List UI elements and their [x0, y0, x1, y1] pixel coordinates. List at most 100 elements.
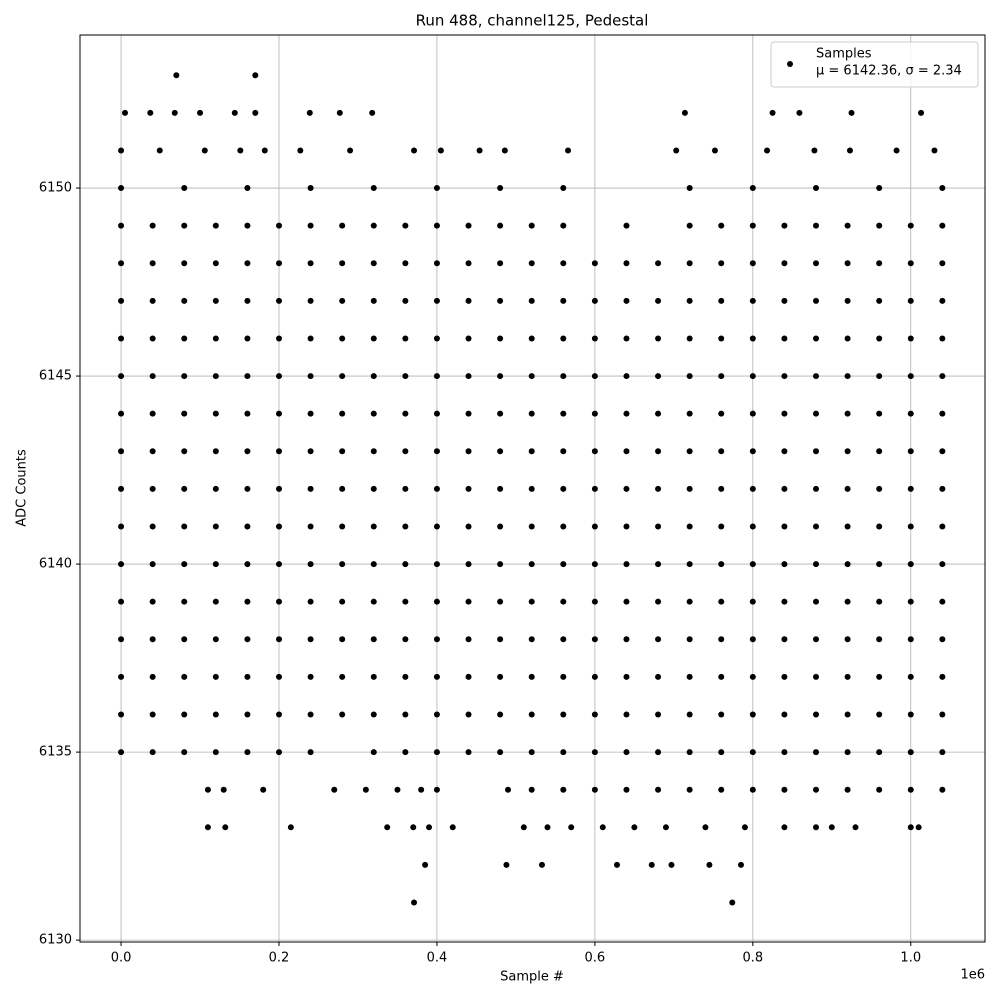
y-axis-label: ADC Counts — [15, 449, 30, 527]
data-point — [623, 561, 630, 568]
data-point — [122, 109, 129, 116]
data-point — [307, 711, 314, 718]
data-point — [844, 448, 851, 455]
data-point — [181, 598, 188, 605]
data-point — [907, 673, 914, 680]
data-point — [497, 711, 504, 718]
data-point — [560, 260, 567, 267]
data-point — [749, 598, 756, 605]
data-point — [623, 786, 630, 793]
data-point — [718, 485, 725, 492]
data-point — [118, 673, 125, 680]
data-point — [655, 673, 662, 680]
data-point — [465, 260, 472, 267]
data-point — [591, 485, 598, 492]
data-point — [370, 636, 377, 643]
data-point — [655, 297, 662, 304]
data-point — [686, 673, 693, 680]
data-point — [497, 410, 504, 417]
data-point — [276, 523, 283, 530]
data-point — [497, 636, 504, 643]
data-point — [307, 448, 314, 455]
data-point — [402, 711, 409, 718]
data-point — [918, 109, 925, 116]
data-point — [718, 786, 725, 793]
data-point — [402, 260, 409, 267]
data-point — [307, 485, 314, 492]
data-point — [686, 260, 693, 267]
data-point — [276, 448, 283, 455]
data-point — [528, 222, 535, 229]
data-point — [244, 673, 251, 680]
data-point — [181, 523, 188, 530]
data-point — [706, 861, 713, 868]
data-point — [876, 222, 883, 229]
data-point — [591, 786, 598, 793]
data-point — [369, 109, 376, 116]
data-point — [844, 373, 851, 380]
data-point — [276, 673, 283, 680]
data-point — [370, 448, 377, 455]
x-tick-label: 0.6 — [585, 951, 606, 966]
data-point — [118, 598, 125, 605]
data-point — [384, 824, 391, 831]
data-point — [686, 410, 693, 417]
data-point — [655, 485, 662, 492]
data-point — [118, 222, 125, 229]
data-point — [718, 410, 725, 417]
data-point — [907, 335, 914, 342]
data-point — [876, 485, 883, 492]
data-point — [813, 335, 820, 342]
data-point — [591, 711, 598, 718]
y-tick-label: 6140 — [39, 557, 72, 572]
data-point — [339, 448, 346, 455]
data-point — [939, 598, 946, 605]
data-point — [370, 297, 377, 304]
data-point — [560, 185, 567, 192]
data-point — [118, 561, 125, 568]
data-point — [844, 523, 851, 530]
data-point — [204, 786, 211, 793]
data-point — [655, 749, 662, 756]
data-point — [560, 523, 567, 530]
data-point — [465, 673, 472, 680]
data-point — [339, 485, 346, 492]
data-point — [212, 598, 219, 605]
data-point — [497, 335, 504, 342]
data-point — [764, 147, 771, 154]
data-point — [769, 109, 776, 116]
data-point — [907, 598, 914, 605]
data-point — [568, 824, 575, 831]
data-point — [623, 598, 630, 605]
data-point — [749, 673, 756, 680]
data-point — [339, 673, 346, 680]
legend-box — [770, 41, 979, 88]
data-point — [149, 673, 156, 680]
data-point — [370, 260, 377, 267]
data-point — [149, 598, 156, 605]
data-point — [336, 109, 343, 116]
data-point — [796, 109, 803, 116]
data-point — [244, 410, 251, 417]
data-point — [813, 636, 820, 643]
data-point — [907, 410, 914, 417]
data-point — [465, 335, 472, 342]
data-point — [655, 636, 662, 643]
data-point — [844, 711, 851, 718]
data-point — [181, 636, 188, 643]
data-point — [591, 636, 598, 643]
data-point — [648, 861, 655, 868]
data-point — [370, 410, 377, 417]
data-point — [876, 523, 883, 530]
x-tick-label: 0.0 — [111, 951, 132, 966]
data-point — [339, 636, 346, 643]
data-point — [718, 636, 725, 643]
data-point — [422, 861, 429, 868]
data-point — [465, 636, 472, 643]
data-point — [876, 448, 883, 455]
data-point — [433, 335, 440, 342]
data-point — [749, 711, 756, 718]
data-point — [181, 561, 188, 568]
data-point — [501, 147, 508, 154]
data-point — [276, 260, 283, 267]
